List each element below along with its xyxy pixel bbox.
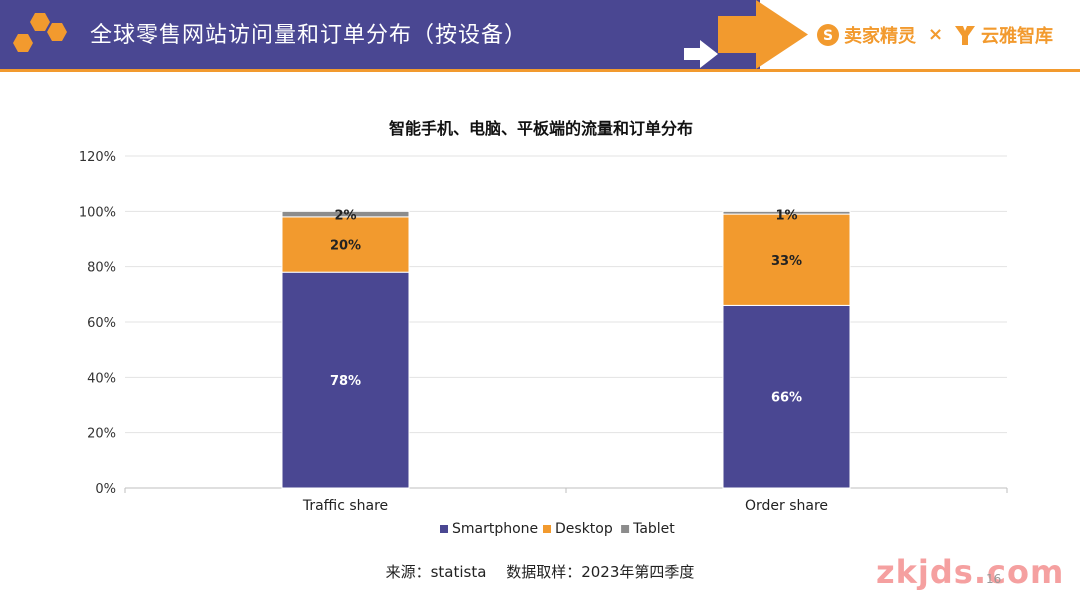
bar-segment-tablet [281, 210, 410, 218]
brand-separator: × [928, 24, 944, 45]
y-tick-label: 80% [87, 261, 116, 276]
x-tick-label: Traffic share [302, 498, 388, 514]
legend-label: Desktop [555, 521, 613, 537]
data-label: 33% [771, 254, 802, 269]
legend: Smartphone Desktop Tablet [440, 521, 675, 537]
data-label: 1% [775, 208, 797, 223]
legend-label: Tablet [632, 521, 675, 537]
y-tick-label: 40% [87, 371, 116, 386]
legend-swatch-desktop [543, 525, 551, 533]
watermark: zkjds.com [876, 553, 1065, 591]
bar-segment-smartphone [722, 304, 851, 489]
brand-right-label: 云雅智库 [981, 26, 1053, 47]
bar-segment-smartphone [281, 271, 410, 489]
hexagon-decoration-icon [13, 34, 33, 52]
yunya-logo-icon [955, 26, 975, 45]
svg-text:S: S [823, 28, 833, 44]
legend-swatch-tablet [621, 525, 630, 533]
arrow-decoration-icon [718, 0, 808, 69]
bar-segment-desktop [281, 216, 410, 273]
sellerspirit-logo-icon: S [817, 24, 839, 46]
bars: 78% 20% 2% 66% 33% 1% [281, 208, 851, 489]
y-axis-ticks: 0% 20% 40% 60% 80% 100% 120% [79, 150, 116, 497]
data-label: 66% [771, 391, 802, 406]
small-arrow-icon [684, 40, 718, 68]
gridlines [124, 155, 1008, 493]
y-tick-label: 20% [87, 427, 116, 442]
y-tick-label: 100% [79, 205, 116, 220]
y-tick-label: 60% [87, 316, 116, 331]
header-bar: 全球零售网站访问量和订单分布（按设备） S 卖家精灵 × 云雅智库 [0, 0, 1080, 72]
brand-sellerspirit: S 卖家精灵 [816, 22, 916, 48]
page-number: 16 [986, 572, 1002, 586]
hexagon-decoration-icon [30, 13, 50, 31]
bar-segment-tablet [722, 210, 851, 215]
legend-swatch-smartphone [440, 525, 448, 533]
legend-label: Smartphone [452, 521, 538, 537]
y-tick-label: 120% [79, 150, 116, 165]
chart-title: 智能手机、电脑、平板端的流量和订单分布 [389, 119, 693, 138]
header-accent-line [0, 69, 1080, 72]
hexagon-decoration-icon [47, 23, 67, 41]
source-note: 来源：statista 数据取样：2023年第四季度 [385, 563, 695, 581]
bar-segment-desktop [722, 213, 851, 306]
data-label: 20% [330, 239, 361, 254]
x-tick-label: Order share [745, 498, 828, 514]
page-title: 全球零售网站访问量和订单分布（按设备） [90, 23, 528, 48]
brand-left-label: 卖家精灵 [844, 26, 916, 47]
y-tick-label: 0% [95, 482, 116, 497]
x-axis-ticks: Traffic share Order share [302, 498, 828, 514]
data-label: 2% [334, 208, 356, 223]
stacked-bar-chart: 智能手机、电脑、平板端的流量和订单分布 0% 20% 40% 60% 80% 100% 12… [79, 119, 1008, 537]
header-band [0, 0, 760, 69]
data-label: 78% [330, 374, 361, 389]
brand-yunya: 云雅智库 [953, 22, 1053, 48]
